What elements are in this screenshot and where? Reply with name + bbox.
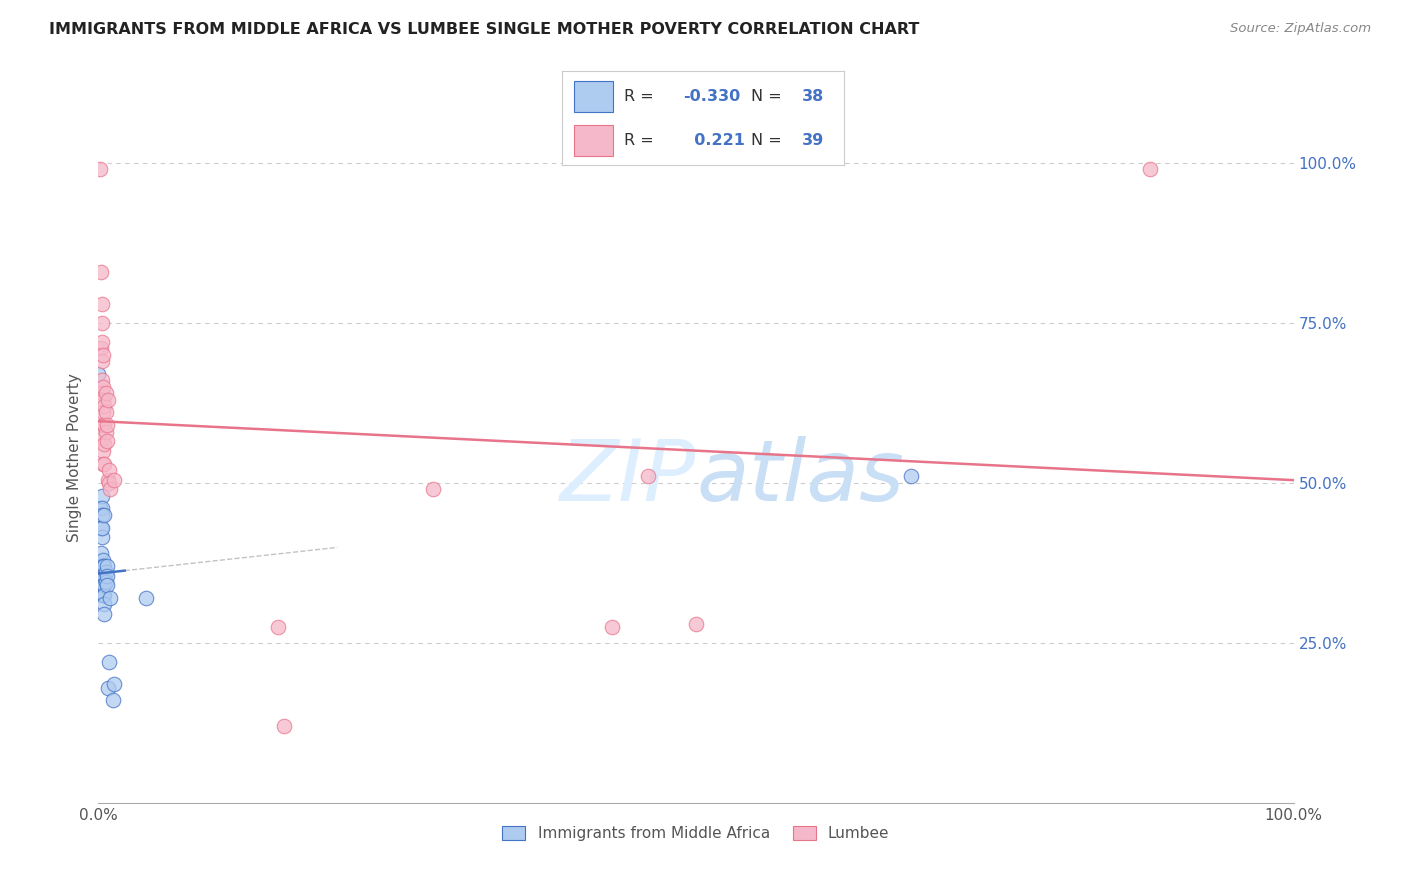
Point (267, 620, 290, 634)
Point (96, 568, 118, 582)
Text: IMMIGRANTS FROM MIDDLE AFRICA VS LUMBEE SINGLE MOTHER POVERTY CORRELATION CHART: IMMIGRANTS FROM MIDDLE AFRICA VS LUMBEE … (49, 22, 920, 37)
Point (103, 473, 125, 487)
Point (93, 437, 115, 451)
Point (94, 574, 117, 589)
Point (91, 508, 114, 522)
Point (91, 558, 114, 573)
Point (91, 588, 114, 602)
Point (98, 482, 122, 496)
Y-axis label: Single Mother Poverty: Single Mother Poverty (67, 373, 83, 541)
Text: R =: R = (624, 88, 659, 103)
Text: 39: 39 (801, 133, 824, 148)
Legend: Immigrants from Middle Africa, Lumbee: Immigrants from Middle Africa, Lumbee (496, 820, 896, 847)
Text: -0.330: -0.330 (683, 88, 741, 103)
Text: N =: N = (751, 133, 787, 148)
Point (94, 425, 117, 439)
Text: ZIP: ZIP (560, 436, 696, 519)
Point (93, 598, 115, 612)
Point (93, 588, 115, 602)
Point (637, 469, 659, 483)
Point (91, 578, 114, 592)
Point (98, 591, 122, 605)
Point (91, 380, 114, 394)
Text: R =: R = (624, 133, 659, 148)
Point (96, 434, 118, 449)
Point (87, 367, 110, 381)
Point (91, 316, 114, 330)
Point (96, 418, 118, 433)
Text: atlas: atlas (696, 436, 904, 519)
FancyBboxPatch shape (574, 125, 613, 156)
Point (101, 693, 124, 707)
Point (91, 578, 114, 592)
Text: Source: ZipAtlas.com: Source: ZipAtlas.com (1230, 22, 1371, 36)
Point (94, 566, 117, 580)
FancyBboxPatch shape (574, 81, 613, 112)
Point (91, 578, 114, 592)
Point (91, 386, 114, 401)
Point (93, 457, 115, 471)
Point (422, 482, 444, 496)
Point (94, 405, 117, 419)
Point (90, 342, 112, 356)
Point (93, 607, 115, 621)
Point (91, 405, 114, 419)
Point (96, 578, 118, 592)
Point (91, 373, 114, 387)
Point (90, 264, 112, 278)
Point (91, 489, 114, 503)
Point (91, 348, 114, 362)
Point (93, 568, 115, 582)
Point (91, 558, 114, 573)
Point (97, 681, 120, 695)
Text: 0.221: 0.221 (683, 133, 745, 148)
Point (94, 386, 117, 401)
Point (91, 552, 114, 566)
Point (91, 296, 114, 310)
Point (89, 162, 111, 177)
Point (91, 334, 114, 349)
Point (93, 558, 115, 573)
Point (685, 616, 707, 631)
Point (98, 655, 121, 669)
Point (93, 578, 115, 592)
Point (91, 568, 114, 582)
Point (90, 546, 112, 560)
Point (93, 508, 115, 522)
Point (91, 520, 114, 534)
Point (91, 431, 114, 445)
Point (98, 475, 121, 490)
Point (90, 520, 112, 534)
Point (91, 392, 114, 407)
Point (96, 558, 118, 573)
Point (98, 463, 121, 477)
Point (93, 418, 115, 433)
Point (103, 677, 125, 691)
Point (900, 469, 922, 483)
Point (1139, 162, 1161, 177)
Point (91, 457, 114, 471)
Text: 38: 38 (801, 88, 824, 103)
Point (91, 418, 114, 433)
Point (89, 501, 111, 516)
Point (91, 588, 114, 602)
Point (91, 501, 114, 516)
Point (97, 392, 120, 407)
Text: N =: N = (751, 88, 787, 103)
Point (91, 530, 114, 544)
Point (273, 719, 295, 733)
Point (135, 591, 157, 605)
Point (602, 620, 624, 634)
Point (91, 354, 114, 368)
Point (91, 568, 114, 582)
Point (93, 399, 115, 413)
Point (91, 443, 114, 458)
Point (97, 473, 120, 487)
